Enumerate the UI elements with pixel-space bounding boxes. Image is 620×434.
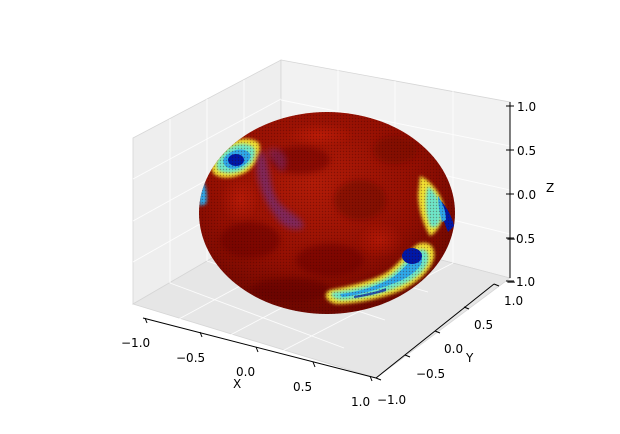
y-tick-labels: −1.0 −0.5 0.0 0.5 1.0 bbox=[377, 294, 523, 407]
z-axis-ticks bbox=[506, 105, 514, 282]
y-tick-label: −0.5 bbox=[416, 367, 445, 381]
y-tick-label: 1.0 bbox=[504, 294, 523, 308]
x-tick-label: 0.0 bbox=[236, 365, 255, 379]
x-axis-label: X bbox=[233, 377, 241, 391]
z-tick-label: −1.0 bbox=[506, 275, 535, 289]
x-axis-ticks bbox=[144, 317, 373, 382]
y-tick-label: 0.5 bbox=[474, 318, 493, 332]
z-tick-label: −0.5 bbox=[506, 232, 535, 246]
z-axis-label: Z bbox=[546, 181, 554, 195]
y-axis-ticks bbox=[375, 283, 500, 381]
z-tick-label: 0.5 bbox=[517, 144, 536, 158]
y-tick-label: −1.0 bbox=[377, 393, 406, 407]
y-tick-label: 0.0 bbox=[444, 342, 463, 356]
sphere-surface bbox=[199, 112, 455, 314]
z-tick-labels: 1.0 0.5 0.0 −0.5 −1.0 bbox=[506, 100, 536, 289]
x-tick-label: 0.5 bbox=[293, 380, 312, 394]
y-axis-label: Y bbox=[465, 351, 474, 365]
x-tick-label: 1.0 bbox=[351, 395, 370, 409]
x-tick-labels: −1.0 −0.5 0.0 0.5 1.0 bbox=[121, 336, 370, 409]
x-tick-label: −1.0 bbox=[121, 336, 150, 350]
z-tick-label: 1.0 bbox=[517, 100, 536, 114]
x-tick-label: −0.5 bbox=[176, 351, 205, 365]
z-tick-label: 0.0 bbox=[517, 188, 536, 202]
